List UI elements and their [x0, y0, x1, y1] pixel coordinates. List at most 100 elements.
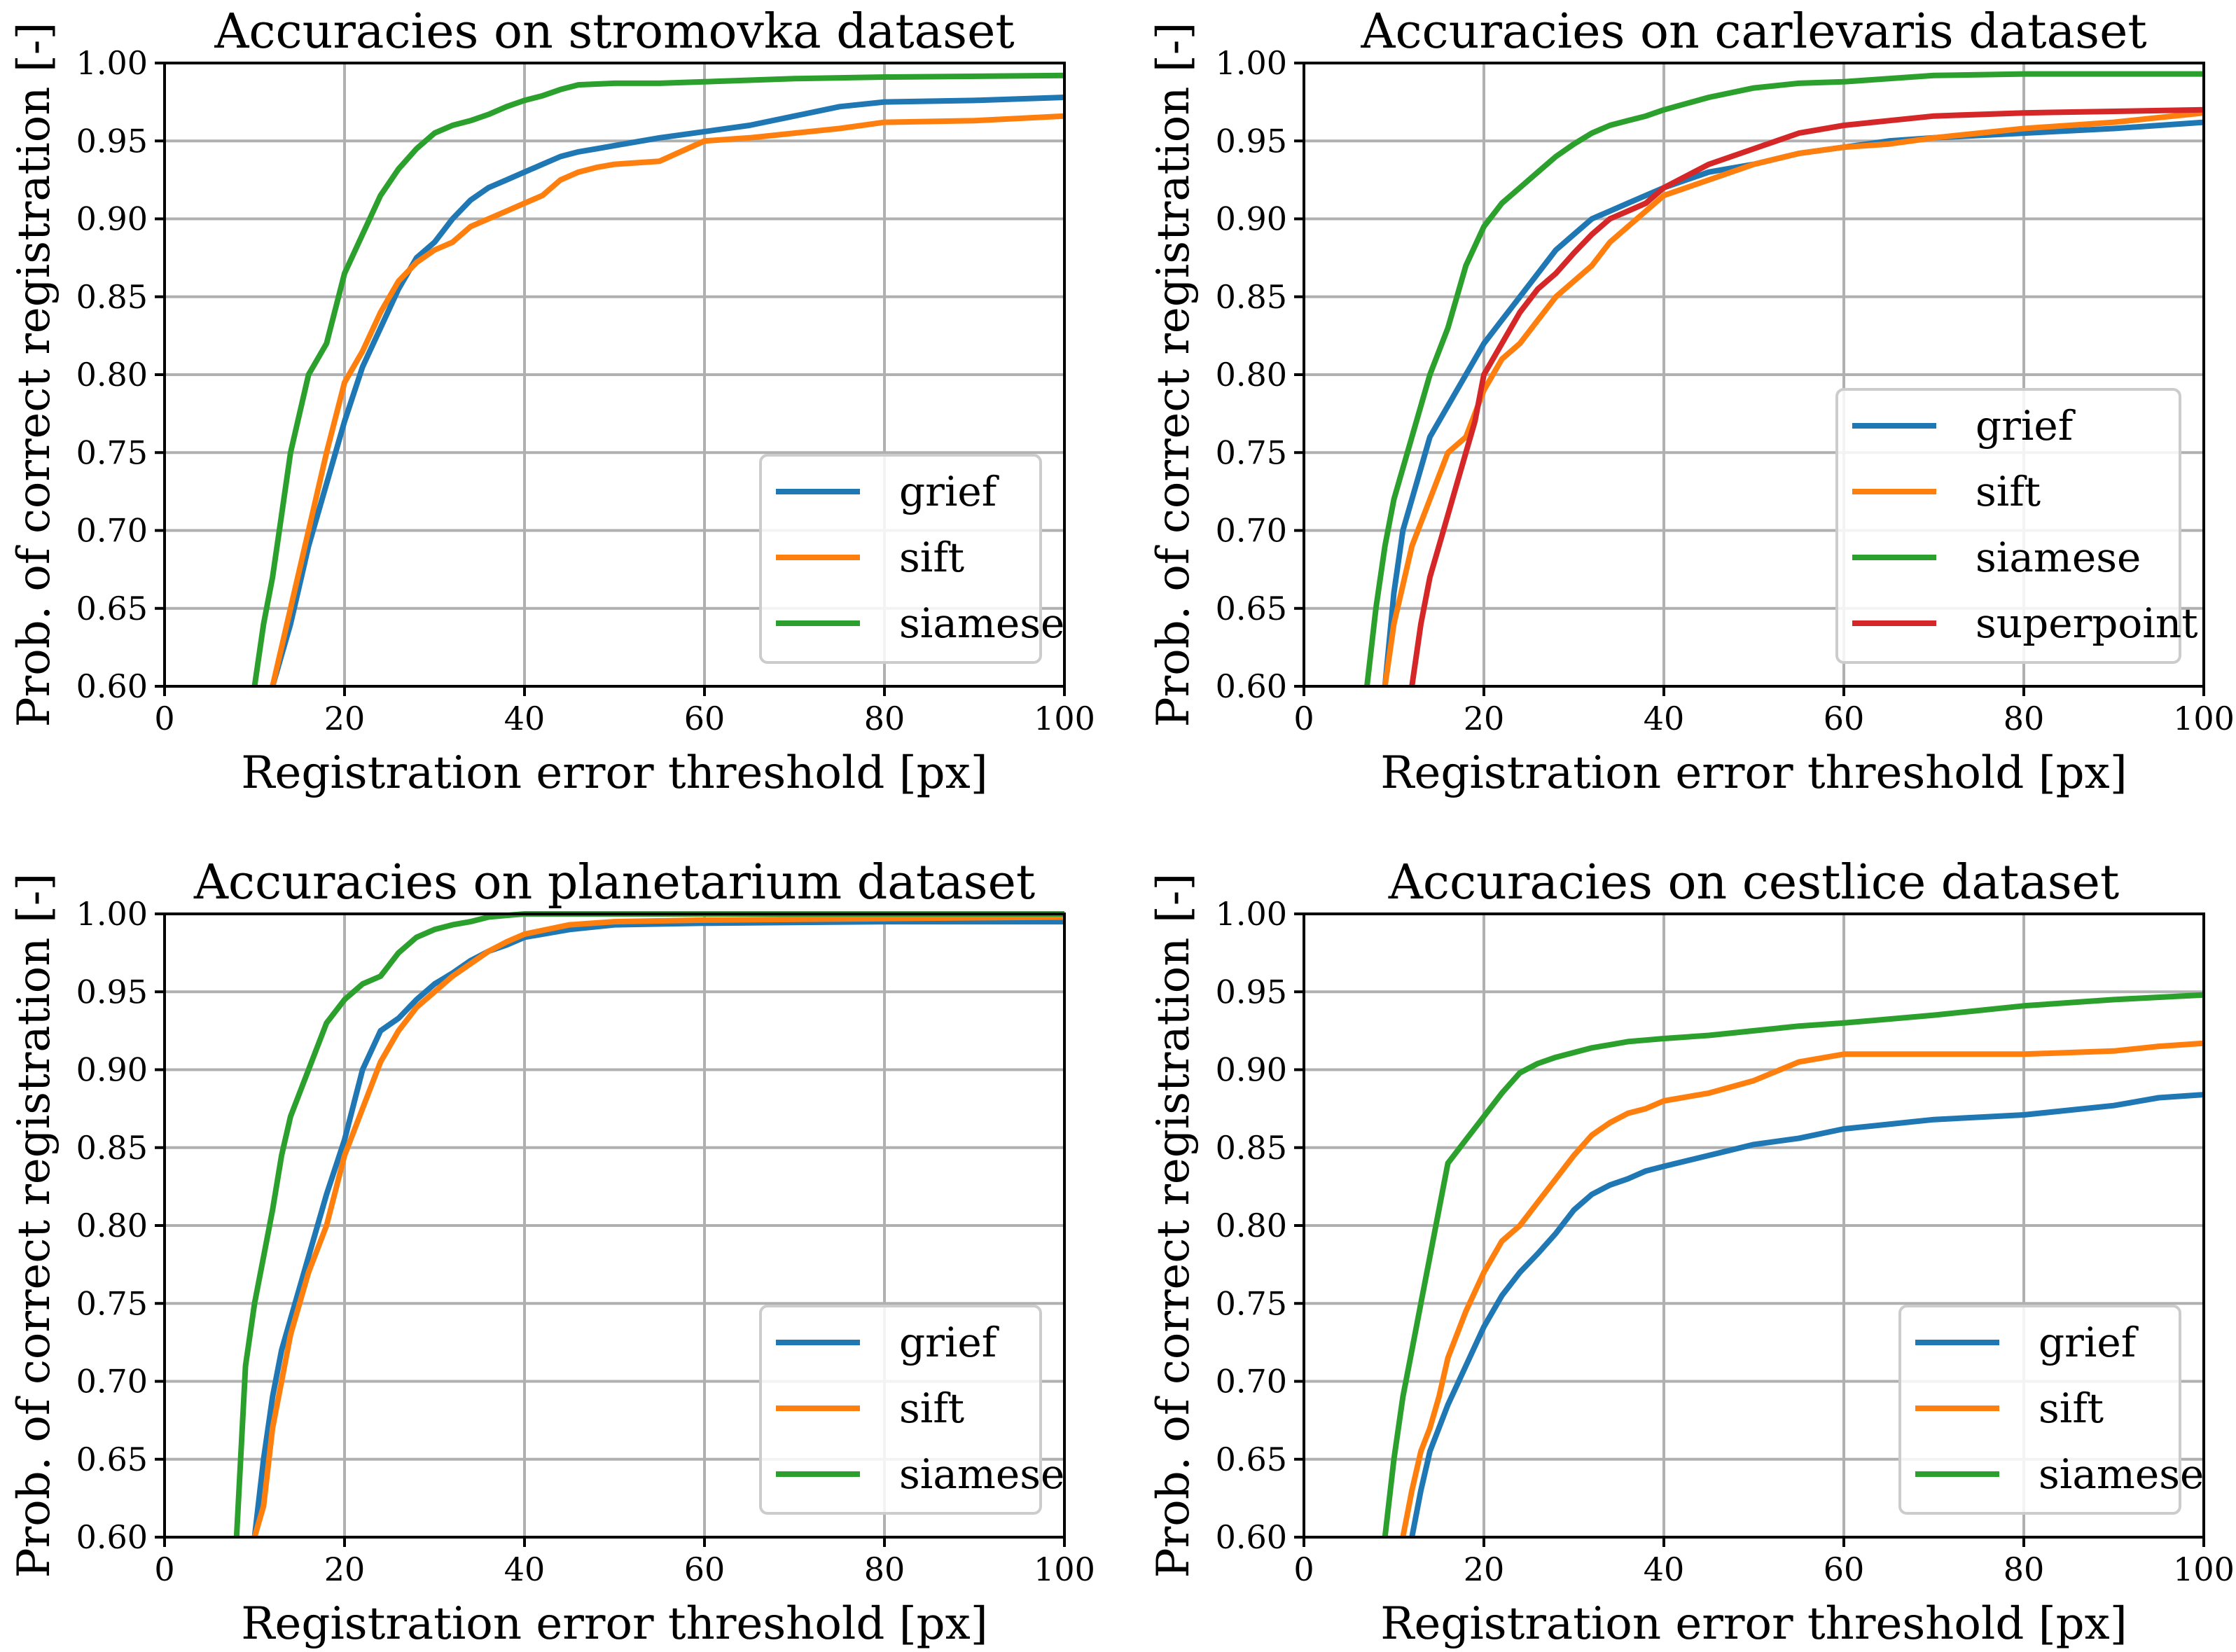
y-tick-label: 0.65: [1216, 1441, 1287, 1478]
legend: grief sift siamese: [759, 1305, 1064, 1515]
legend: grief sift siamese: [759, 454, 1064, 664]
x-tick-label: 60: [684, 700, 725, 737]
x-axis-label: Registration error threshold [px]: [241, 747, 987, 799]
x-tick-label: 40: [1644, 700, 1685, 737]
y-tick-label: 0.80: [1216, 1207, 1287, 1244]
x-tick-label: 100: [1034, 700, 1095, 737]
x-tick-label: 100: [2173, 1550, 2235, 1588]
series-line-sift: [270, 113, 1064, 686]
legend-label-siamese: siamese: [2039, 1450, 2204, 1498]
y-tick-label: 1.00: [76, 44, 148, 82]
y-tick-label: 0.65: [1216, 590, 1287, 627]
y-axis-label: Prob. of correct registration [-]: [8, 22, 60, 728]
y-tick-label: 0.90: [76, 200, 148, 238]
y-tick-label: 0.65: [76, 590, 148, 627]
y-tick-label: 1.00: [1216, 44, 1287, 82]
x-tick-label: 40: [504, 1550, 546, 1588]
x-tick-label: 0: [154, 700, 174, 737]
x-tick-label: 60: [1824, 700, 1865, 737]
y-tick-label: 0.95: [76, 973, 148, 1011]
y-tick-label: 0.75: [76, 1284, 148, 1322]
legend: grief sift siamese: [1898, 1305, 2204, 1515]
y-tick-label: 0.65: [76, 1441, 148, 1478]
series-line-grief: [251, 919, 1064, 1537]
x-tick-label: 40: [504, 700, 546, 737]
legend-label-grief: grief: [2039, 1319, 2139, 1366]
y-tick-label: 0.80: [76, 1207, 148, 1244]
y-tick-label: 1.00: [1216, 895, 1287, 933]
series-line-sift: [1400, 1040, 2204, 1537]
legend-label-sift: sift: [1975, 468, 2041, 515]
series-line-siamese: [1364, 71, 2204, 686]
y-tick-label: 0.80: [76, 356, 148, 394]
x-tick-label: 80: [2004, 700, 2045, 737]
x-axis-label: Registration error threshold [px]: [1380, 747, 2127, 799]
y-tick-label: 0.75: [76, 433, 148, 471]
series-line-grief: [1409, 1092, 2204, 1537]
x-tick-label: 80: [864, 700, 905, 737]
y-tick-label: 0.90: [76, 1051, 148, 1089]
legend-box: [759, 454, 1042, 664]
series-line-siamese: [251, 72, 1064, 686]
chart-panel-4: 0 20 40 60 80 100 0.60 0.65 0.70 0.75 0.80 0.85 0.90…: [1148, 855, 2235, 1650]
y-tick-label: 0.95: [1216, 973, 1287, 1011]
legend-label-siamese: siamese: [1975, 534, 2141, 581]
chart-title: Accuracies on cestlice dataset: [1388, 855, 2119, 910]
y-axis-label: Prob. of correct registration [-]: [1148, 873, 1200, 1578]
x-tick-label: 0: [154, 1550, 174, 1588]
series-line-grief: [270, 95, 1064, 686]
y-tick-label: 1.00: [76, 895, 148, 933]
y-tick-label: 0.90: [1216, 1051, 1287, 1089]
y-tick-label: 0.75: [1216, 433, 1287, 471]
y-tick-label: 0.70: [1216, 512, 1287, 550]
legend-label-siamese: siamese: [899, 599, 1064, 647]
x-tick-label: 40: [1644, 1550, 1685, 1588]
x-axis-label: Registration error threshold [px]: [241, 1598, 987, 1650]
y-tick-label: 0.90: [1216, 200, 1287, 238]
y-tick-label: 0.85: [76, 1129, 148, 1167]
chart-panel-2: 0 20 40 60 80 100 0.60 0.65 0.70 0.75 0.80 0.85 0.90…: [1148, 4, 2235, 799]
legend-label-sift: sift: [899, 1384, 964, 1432]
y-tick-label: 0.85: [1216, 278, 1287, 316]
y-tick-label: 0.85: [1216, 1129, 1287, 1167]
x-tick-label: 20: [324, 1550, 366, 1588]
legend-label-grief: grief: [899, 468, 999, 515]
x-tick-label: 20: [324, 700, 366, 737]
x-tick-label: 100: [1034, 1550, 1095, 1588]
chart-title: Accuracies on stromovka dataset: [214, 4, 1014, 60]
legend-box: [1898, 1305, 2181, 1515]
series-line-sift: [251, 914, 1064, 1537]
legend-label-sift: sift: [899, 534, 964, 581]
series-line-siamese: [233, 911, 1064, 1537]
y-tick-label: 0.75: [1216, 1284, 1287, 1322]
x-tick-label: 20: [1464, 700, 1505, 737]
x-tick-label: 80: [2004, 1550, 2045, 1588]
chart-panel-3: 0 20 40 60 80 100 0.60 0.65 0.70 0.75 0.80 0.85 0.90…: [8, 855, 1095, 1650]
chart-title: Accuracies on carlevaris dataset: [1360, 4, 2146, 60]
x-axis-label: Registration error threshold [px]: [1380, 1598, 2127, 1650]
legend: grief sift siamese superpoint: [1835, 388, 2198, 664]
y-tick-label: 0.80: [1216, 356, 1287, 394]
y-tick-label: 0.60: [1216, 667, 1287, 705]
x-tick-label: 0: [1293, 700, 1314, 737]
y-tick-label: 0.95: [76, 122, 148, 160]
chart-title: Accuracies on planetarium dataset: [193, 855, 1035, 910]
y-tick-label: 0.70: [1216, 1363, 1287, 1401]
x-tick-label: 0: [1293, 1550, 1314, 1588]
legend-label-grief: grief: [1975, 402, 2076, 450]
y-tick-label: 0.70: [76, 512, 148, 550]
legend-box: [1835, 388, 2181, 664]
x-tick-label: 60: [684, 1550, 725, 1588]
legend-label-siamese: siamese: [899, 1450, 1064, 1498]
y-tick-label: 0.60: [76, 667, 148, 705]
y-tick-label: 0.85: [76, 278, 148, 316]
x-tick-label: 100: [2173, 700, 2235, 737]
x-tick-label: 20: [1464, 1550, 1505, 1588]
legend-box: [759, 1305, 1042, 1515]
chart-panel-1: 0 20 40 60 80 100 0.60 0.65 0.70 0.75 0.80 0.85 0.90…: [8, 4, 1095, 799]
legend-label-superpoint: superpoint: [1975, 599, 2198, 647]
y-axis-label: Prob. of correct registration [-]: [1148, 22, 1200, 728]
legend-label-sift: sift: [2039, 1384, 2104, 1432]
series-line-sift: [1382, 110, 2204, 686]
